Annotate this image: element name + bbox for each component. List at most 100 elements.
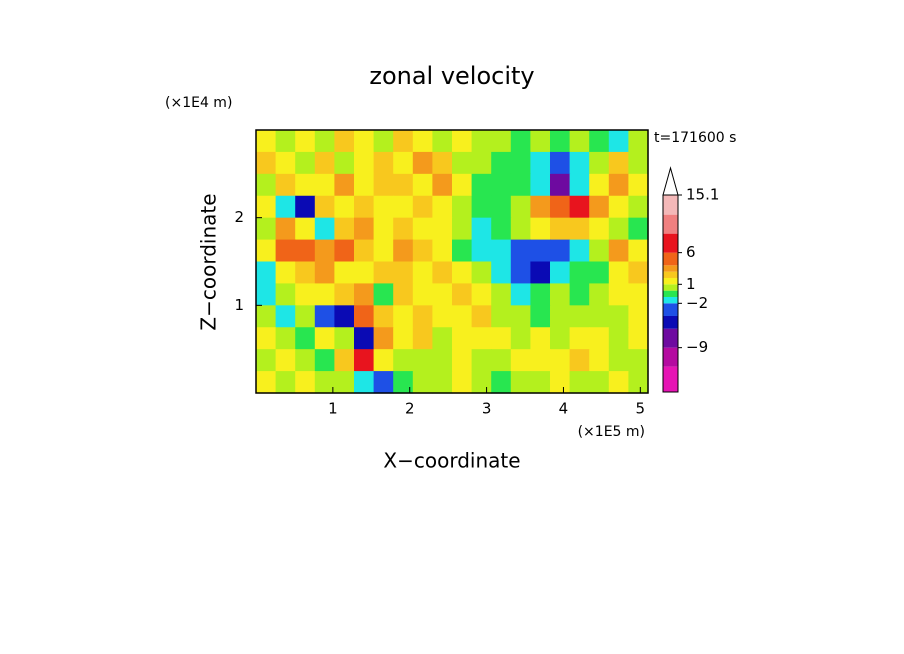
- contour-cell: [628, 305, 649, 328]
- contour-cell: [550, 195, 571, 219]
- colorbar-bin: [663, 347, 678, 367]
- contour-cell: [452, 130, 473, 153]
- contour-cell: [491, 151, 512, 175]
- colorbar-bin: [663, 290, 678, 297]
- contour-cell: [334, 327, 355, 350]
- contour-cell: [393, 151, 414, 175]
- contour-cell: [373, 173, 394, 197]
- contour-cell: [471, 130, 492, 153]
- contour-cell: [412, 151, 433, 175]
- contour-cell: [452, 261, 473, 285]
- contour-cell: [295, 283, 316, 306]
- contour-cell: [452, 173, 473, 197]
- colorbar-bin: [663, 265, 678, 272]
- contour-cell: [432, 239, 453, 263]
- colorbar-bin: [663, 296, 678, 304]
- contour-cell: [608, 130, 629, 153]
- contour-cell: [412, 327, 433, 350]
- contour-cell: [412, 217, 433, 241]
- contour-cell: [334, 217, 355, 241]
- contour-cell: [471, 305, 492, 328]
- contour-cell: [589, 305, 610, 328]
- contour-cell: [628, 217, 649, 241]
- contour-cell: [550, 173, 571, 197]
- contour-cell: [334, 239, 355, 263]
- contour-cell: [432, 151, 453, 175]
- contour-cell: [550, 130, 571, 153]
- contour-cell: [256, 327, 277, 350]
- contour-cell: [510, 371, 531, 394]
- contour-cell: [452, 305, 473, 328]
- contour-cell: [491, 283, 512, 306]
- contour-cell: [569, 130, 590, 153]
- contour-cell: [275, 349, 296, 372]
- contour-cell: [569, 261, 590, 285]
- contour-cell: [314, 371, 335, 394]
- contour-cell: [432, 130, 453, 153]
- contour-cell: [256, 261, 277, 285]
- contour-cell: [354, 195, 375, 219]
- contour-cell: [608, 283, 629, 306]
- contour-cell: [569, 173, 590, 197]
- contour-cell: [550, 349, 571, 372]
- contour-cell: [510, 217, 531, 241]
- contour-cell: [314, 195, 335, 219]
- colorbar-tick-label: 6: [686, 243, 696, 261]
- contour-cell: [314, 239, 335, 263]
- colorbar-bin: [663, 328, 678, 348]
- contour-cell: [510, 261, 531, 285]
- plot-frame: [255, 129, 649, 394]
- contour-cell: [256, 283, 277, 306]
- contour-cell: [275, 217, 296, 241]
- contour-cell: [295, 151, 316, 175]
- colorbar-bin: [663, 233, 678, 253]
- contour-cell: [471, 327, 492, 350]
- colorbar-tick-label: −9: [686, 338, 708, 356]
- contour-cell: [256, 217, 277, 241]
- contour-cell: [491, 239, 512, 263]
- contour-cell: [471, 371, 492, 394]
- contour-cell: [628, 283, 649, 306]
- contour-cell: [373, 261, 394, 285]
- contour-cell: [334, 173, 355, 197]
- y-tick-label: 2: [234, 208, 244, 226]
- contour-cell: [275, 239, 296, 263]
- contour-cell: [589, 151, 610, 175]
- contour-cell: [275, 151, 296, 175]
- contour-cell: [314, 349, 335, 372]
- contour-cell: [510, 305, 531, 328]
- contour-cell: [432, 173, 453, 197]
- contour-cell: [373, 327, 394, 350]
- contour-cell: [569, 371, 590, 394]
- contour-cell: [275, 327, 296, 350]
- contour-cell: [530, 371, 551, 394]
- colorbar-bin: [663, 195, 678, 215]
- contour-cell: [334, 349, 355, 372]
- contour-cell: [393, 195, 414, 219]
- contour-cell: [432, 217, 453, 241]
- contour-cell: [608, 151, 629, 175]
- x-tick-label: 1: [328, 400, 338, 418]
- contour-cell: [510, 327, 531, 350]
- contour-cell: [491, 130, 512, 153]
- y-tick-label: 1: [234, 296, 244, 314]
- colorbar-tick-label: 15.1: [686, 186, 719, 204]
- x-tick-label: 3: [482, 400, 492, 418]
- contour-cell: [432, 283, 453, 306]
- contour-cell: [491, 217, 512, 241]
- contour-cell: [432, 327, 453, 350]
- contour-cell: [608, 239, 629, 263]
- contour-cell: [510, 173, 531, 197]
- contour-cell: [491, 261, 512, 285]
- colorbar-bin: [663, 252, 678, 266]
- contour-cell: [589, 261, 610, 285]
- contour-cell: [569, 349, 590, 372]
- colorbar-bin: [663, 277, 678, 285]
- contour-cell: [354, 151, 375, 175]
- colorbar-tick-label: 1: [686, 275, 696, 293]
- contour-cell: [569, 217, 590, 241]
- contour-cell: [256, 173, 277, 197]
- contour-cell: [608, 173, 629, 197]
- contour-cell: [354, 305, 375, 328]
- contour-cell: [550, 217, 571, 241]
